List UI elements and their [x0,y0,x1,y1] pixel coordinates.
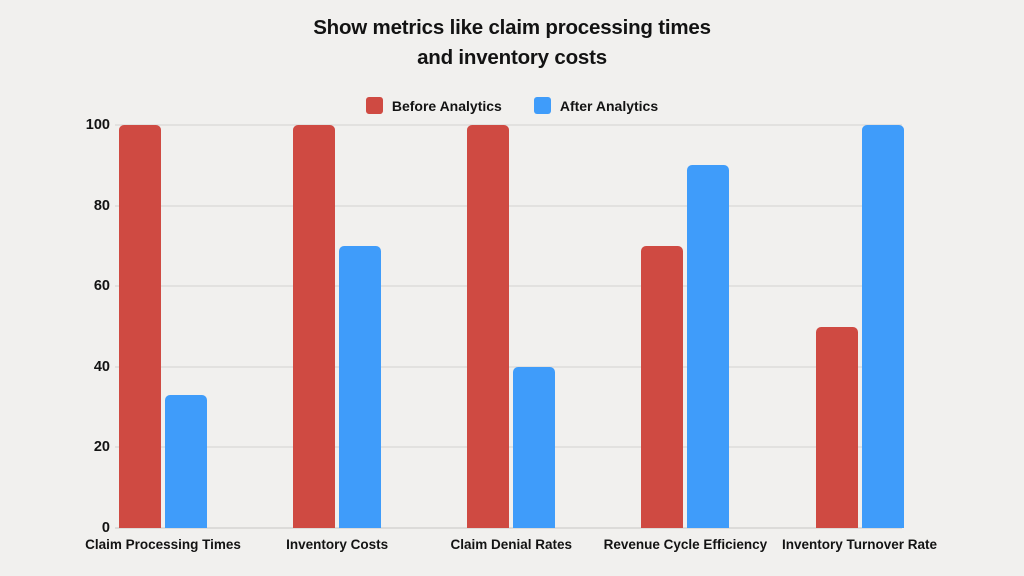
x-category-label-3: Claim Denial Rates [450,537,573,552]
y-tick-label-60: 60 [93,278,110,295]
y-tick-label-100: 100 [85,117,110,133]
legend-label-before: Before Analytics [391,97,502,114]
y-tick-label-0: 0 [101,520,110,536]
gridline-y100 [115,124,902,126]
legend-swatch-after-icon [533,97,551,114]
x-axis-baseline [115,527,902,529]
legend-item-after-analytics: After Analytics [533,97,659,114]
chart-legend: Before Analytics After Analytics [0,97,1024,114]
x-category-label-1: Claim Processing Times [85,537,241,552]
legend-swatch-before-icon [365,97,383,114]
bar-after-5 [861,125,904,528]
bar-before-5 [815,326,858,528]
x-category-label-2: Inventory Costs [286,537,389,552]
legend-label-after: After Analytics [559,97,659,114]
x-category-label-4: Revenue Cycle Efficiency [603,537,768,552]
bar-before-3 [467,125,510,528]
bar-after-3 [513,366,556,528]
bar-after-2 [339,245,382,528]
chart-title-line-2: and inventory costs [417,46,607,69]
legend-item-before-analytics: Before Analytics [365,97,502,114]
x-category-label-5: Inventory Turnover Rate [781,537,938,552]
bar-after-4 [687,165,730,528]
y-tick-label-40: 40 [93,358,110,375]
bar-before-2 [293,125,336,528]
chart-title: Show metrics like claim processing times… [0,13,1024,73]
bar-before-1 [119,125,161,528]
bar-before-4 [641,245,684,528]
y-tick-label-20: 20 [93,439,110,456]
bar-after-1 [165,395,207,528]
y-tick-label-80: 80 [93,197,110,214]
chart-title-line-1: Show metrics like claim processing times [313,16,711,39]
